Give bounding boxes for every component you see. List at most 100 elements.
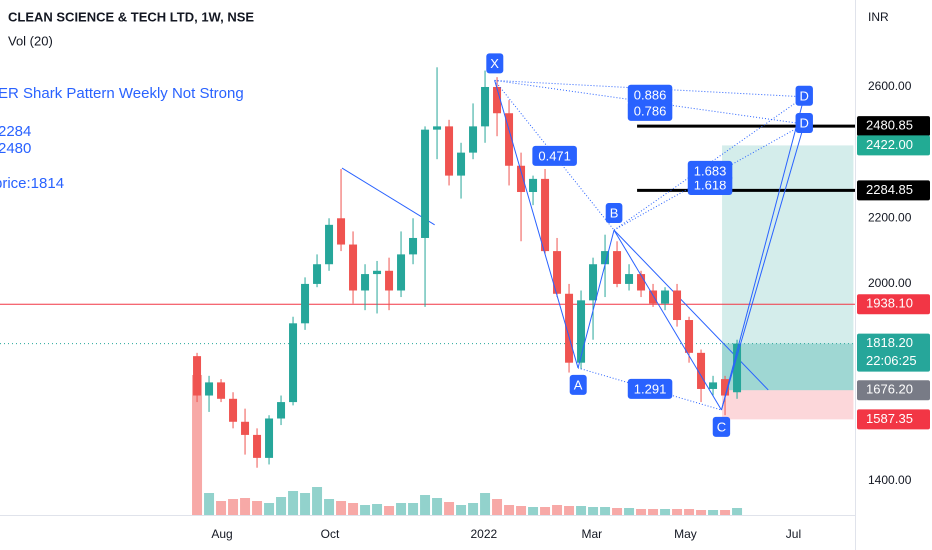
volume-bar <box>228 499 239 515</box>
pattern-ratio-line <box>494 79 805 98</box>
candle-body <box>205 382 214 396</box>
volume-bar <box>552 505 563 515</box>
price-label: 2284.85 <box>866 182 913 197</box>
volume-bar <box>564 506 575 515</box>
profit-zone <box>722 343 854 391</box>
candle-body <box>541 178 550 252</box>
price-label-box <box>857 409 930 430</box>
candle-body <box>445 126 454 176</box>
volume-bar <box>312 487 323 515</box>
candle-body <box>697 352 706 389</box>
note: ER Shark Pattern Weekly Not Strong <box>0 85 244 102</box>
candle-body <box>373 270 382 275</box>
candle-body <box>361 274 370 291</box>
candle-body <box>493 86 502 114</box>
volume-bar <box>432 498 443 515</box>
candle-body <box>217 382 226 399</box>
volume-bar <box>516 506 527 515</box>
note: 2480 <box>0 140 31 157</box>
volume-bar <box>396 503 407 515</box>
point-label: B <box>610 206 619 221</box>
volume-bar <box>360 505 371 515</box>
candle-body <box>553 251 562 294</box>
pattern-leg <box>613 229 722 411</box>
ratio-label-box <box>627 100 673 121</box>
volume-bar <box>648 509 659 515</box>
y-tick-label: 2600.00 <box>868 79 912 93</box>
point-label-box <box>486 53 504 74</box>
candle-body <box>721 379 730 396</box>
ratio-label: 1.618 <box>694 178 727 193</box>
pattern-leg <box>577 229 615 369</box>
volume-bar <box>612 508 623 515</box>
volume-bar <box>732 508 743 515</box>
volume-bar <box>468 503 479 515</box>
x-tick-label: Jul <box>786 527 801 541</box>
candle-body <box>409 237 418 255</box>
countdown-label: 22:06:25 <box>866 353 917 368</box>
volume-bar <box>600 507 611 515</box>
candle-body <box>565 293 574 363</box>
candle-body <box>709 382 718 389</box>
candle-body <box>253 434 262 458</box>
chart-title: CLEAN SCIENCE & TECH LTD, 1W, NSE <box>8 9 254 24</box>
x-tick-label: Mar <box>582 527 603 541</box>
stop-zone <box>722 390 854 420</box>
volume-bar <box>504 505 515 515</box>
price-label: 2480.85 <box>866 118 913 133</box>
volume-bar <box>720 510 731 515</box>
price-label-box <box>857 294 930 315</box>
price-label-box <box>857 180 930 201</box>
candle-body <box>625 274 634 284</box>
point-label: D <box>800 88 809 103</box>
candle-body <box>469 126 478 153</box>
candle-body <box>457 152 466 176</box>
candle-body <box>517 165 526 193</box>
candle-body <box>337 218 346 245</box>
volume-bar <box>456 505 467 515</box>
candle-body <box>265 418 274 458</box>
x-tick-label: 2022 <box>470 527 497 541</box>
candle-body <box>529 178 538 193</box>
candle-body <box>649 290 658 304</box>
volume-bar <box>264 503 275 515</box>
pattern-leg <box>720 123 805 411</box>
point-label-box <box>795 113 813 134</box>
volume-bar <box>636 509 647 515</box>
point-label: D <box>800 116 809 131</box>
candle-body <box>349 244 358 291</box>
volume-bar <box>624 508 635 515</box>
candle-body <box>577 300 586 363</box>
volume-bar <box>708 510 719 515</box>
candle-body <box>193 356 202 396</box>
target-zone <box>722 145 854 391</box>
pattern-ratio-line <box>577 367 722 411</box>
candle-body <box>637 274 646 291</box>
volume-bar <box>660 509 671 515</box>
volume-bar <box>696 510 707 515</box>
point-label: C <box>717 419 726 434</box>
y-tick-label: 2200.00 <box>868 210 912 224</box>
volume-bar <box>348 503 359 515</box>
x-tick-label: Oct <box>321 527 340 541</box>
point-label: A <box>574 377 583 392</box>
ratio-label: 0.786 <box>634 103 667 118</box>
point-label-box <box>795 85 813 106</box>
candle-body <box>421 129 430 238</box>
price-label-box <box>857 380 930 401</box>
candle-body <box>481 86 490 127</box>
volume-bar <box>324 499 335 515</box>
price-label: 1587.35 <box>866 411 913 426</box>
pattern-leg <box>494 80 579 369</box>
point-label-box <box>605 203 623 224</box>
ratio-label: 1.683 <box>694 163 727 178</box>
trendline <box>341 167 435 226</box>
point-label-box <box>712 416 731 437</box>
volume-bar <box>528 507 539 515</box>
y-tick-label: 2000.00 <box>868 276 912 290</box>
price-label: 1676.20 <box>866 382 913 397</box>
price-label-box <box>857 333 930 372</box>
volume-bar <box>240 498 251 515</box>
y-tick-label: 1400.00 <box>868 473 912 487</box>
